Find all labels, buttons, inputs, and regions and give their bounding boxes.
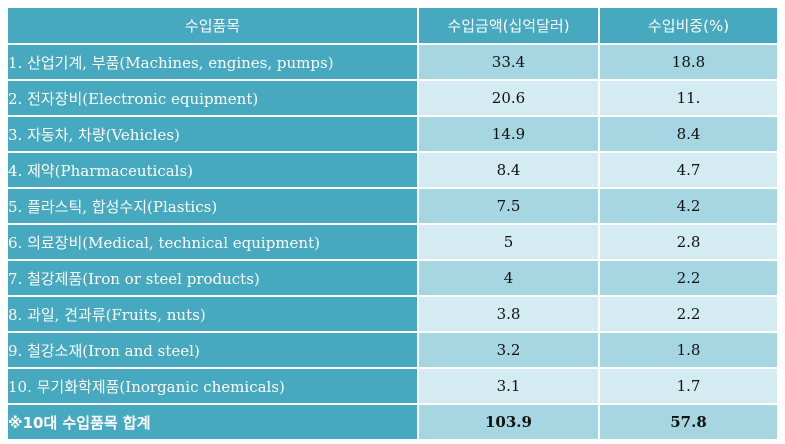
header-share: 수입비중(%): [598, 6, 779, 45]
item-amount: 3.1: [417, 367, 600, 405]
table-row: 10. 무기화학제품(Inorganic chemicals) 3.1 1.7: [6, 367, 779, 405]
item-share: 18.8: [598, 43, 779, 81]
total-amount: 103.9: [417, 403, 600, 441]
item-name: 1. 산업기계, 부품(Machines, engines, pumps): [6, 43, 419, 81]
table-row: 4. 제약(Pharmaceuticals) 8.4 4.7: [6, 151, 779, 189]
header-amount: 수입금액(십억달러): [417, 6, 600, 45]
table-row: 3. 자동차, 차량(Vehicles) 14.9 8.4: [6, 115, 779, 153]
import-items-table: 수입품목 수입금액(십억달러) 수입비중(%) 1. 산업기계, 부품(Mach…: [6, 6, 779, 441]
table-row: 7. 철강제품(Iron or steel products) 4 2.2: [6, 259, 779, 297]
item-share: 1.7: [598, 367, 779, 405]
header-item: 수입품목: [6, 6, 419, 45]
item-amount: 14.9: [417, 115, 600, 153]
table-header-row: 수입품목 수입금액(십억달러) 수입비중(%): [6, 6, 779, 45]
item-name: 6. 의료장비(Medical, technical equipment): [6, 223, 419, 261]
table-row: 2. 전자장비(Electronic equipment) 20.6 11.: [6, 79, 779, 117]
item-share: 4.7: [598, 151, 779, 189]
item-name: 3. 자동차, 차량(Vehicles): [6, 115, 419, 153]
item-name: 9. 철강소재(Iron and steel): [6, 331, 419, 369]
item-name: 4. 제약(Pharmaceuticals): [6, 151, 419, 189]
item-amount: 33.4: [417, 43, 600, 81]
table-row: 5. 플라스틱, 합성수지(Plastics) 7.5 4.2: [6, 187, 779, 225]
item-name: 7. 철강제품(Iron or steel products): [6, 259, 419, 297]
item-share: 1.8: [598, 331, 779, 369]
item-name: 2. 전자장비(Electronic equipment): [6, 79, 419, 117]
item-share: 8.4: [598, 115, 779, 153]
item-amount: 7.5: [417, 187, 600, 225]
table-row: 8. 과일, 견과류(Fruits, nuts) 3.8 2.2: [6, 295, 779, 333]
table-row: 1. 산업기계, 부품(Machines, engines, pumps) 33…: [6, 43, 779, 81]
item-name: 10. 무기화학제품(Inorganic chemicals): [6, 367, 419, 405]
item-amount: 5: [417, 223, 600, 261]
item-share: 2.8: [598, 223, 779, 261]
item-name: 8. 과일, 견과류(Fruits, nuts): [6, 295, 419, 333]
item-share: 11.: [598, 79, 779, 117]
table-row: 9. 철강소재(Iron and steel) 3.2 1.8: [6, 331, 779, 369]
item-name: 5. 플라스틱, 합성수지(Plastics): [6, 187, 419, 225]
item-amount: 4: [417, 259, 600, 297]
total-label: ※10대 수입품목 합계: [6, 403, 419, 441]
item-share: 2.2: [598, 259, 779, 297]
item-amount: 3.2: [417, 331, 600, 369]
item-amount: 8.4: [417, 151, 600, 189]
total-share: 57.8: [598, 403, 779, 441]
table-row: 6. 의료장비(Medical, technical equipment) 5 …: [6, 223, 779, 261]
total-row: ※10대 수입품목 합계 103.9 57.8: [6, 403, 779, 441]
item-share: 2.2: [598, 295, 779, 333]
item-amount: 3.8: [417, 295, 600, 333]
item-amount: 20.6: [417, 79, 600, 117]
item-share: 4.2: [598, 187, 779, 225]
